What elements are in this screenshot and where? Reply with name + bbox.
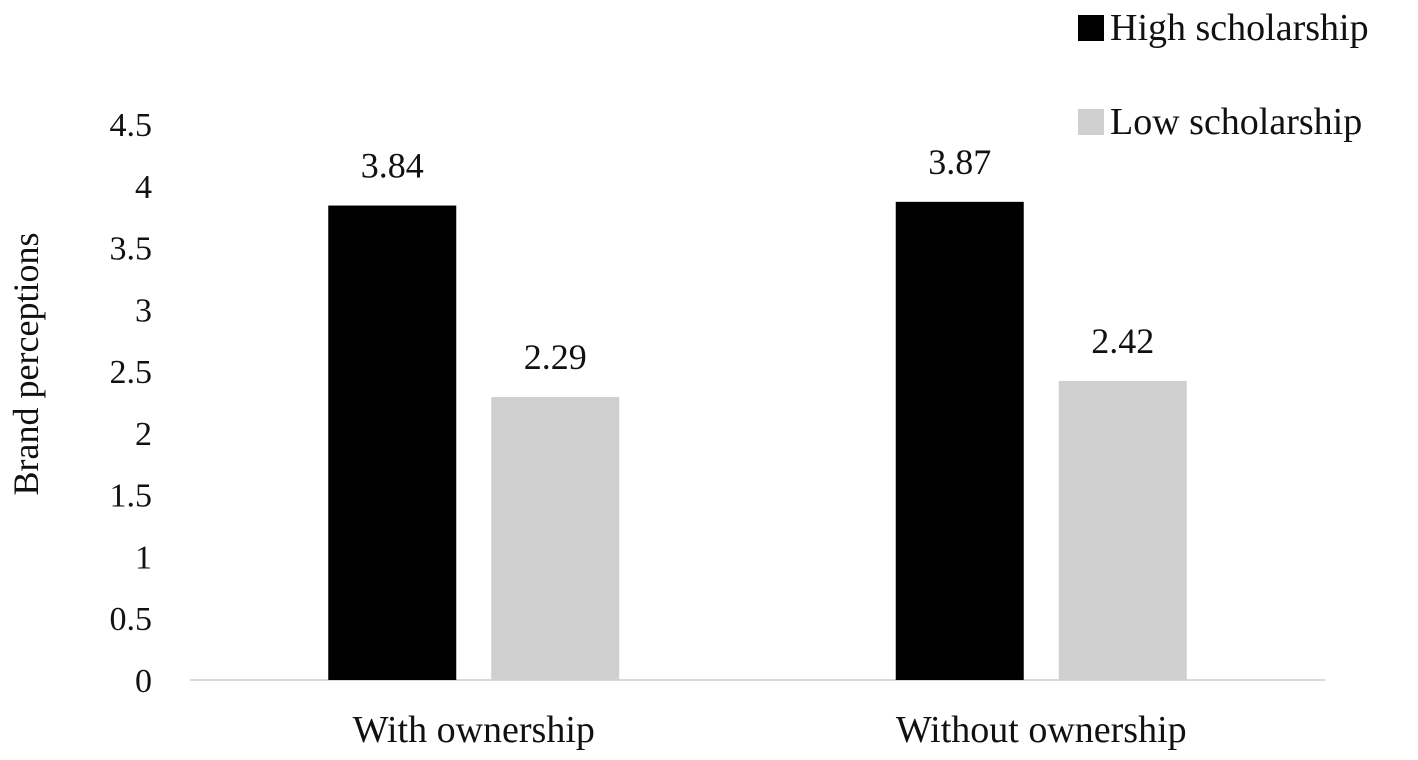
- y-tick-label: 0: [135, 663, 152, 700]
- data-labels: 3.84 2.29 3.87 2.42: [361, 142, 1155, 377]
- y-tick-label: 0.5: [110, 601, 153, 638]
- category-labels: With ownership Without ownership: [353, 709, 1187, 751]
- category-label: Without ownership: [896, 709, 1187, 751]
- data-label: 2.42: [1091, 321, 1154, 361]
- bar-low-with: [491, 397, 620, 680]
- y-tick-label: 3: [135, 292, 152, 329]
- legend: High scholarship Low scholarship: [1078, 7, 1369, 143]
- y-tick-label: 4.5: [110, 107, 153, 144]
- bars: [328, 201, 1187, 680]
- bar-high-without: [895, 201, 1024, 680]
- bar-low-without: [1058, 380, 1187, 680]
- legend-swatch: [1078, 109, 1104, 135]
- y-tick-label: 1.5: [110, 478, 153, 515]
- data-label: 3.87: [928, 142, 991, 182]
- legend-label: Low scholarship: [1110, 101, 1362, 143]
- y-axis-title: Brand perceptions: [6, 233, 46, 496]
- y-tick-label: 2.5: [110, 354, 153, 391]
- y-tick-label: 2: [135, 416, 152, 453]
- y-tick-label: 1: [135, 539, 152, 576]
- category-label: With ownership: [353, 709, 595, 751]
- data-label: 3.84: [361, 146, 424, 186]
- legend-swatch: [1078, 15, 1104, 41]
- y-axis-ticks: 0 0.5 1 1.5 2 2.5 3 3.5 4 4.5: [110, 107, 153, 700]
- bar-high-with: [328, 205, 457, 680]
- legend-label: High scholarship: [1110, 7, 1369, 49]
- y-tick-label: 3.5: [110, 231, 153, 268]
- y-tick-label: 4: [135, 169, 152, 206]
- data-label: 2.29: [524, 337, 587, 377]
